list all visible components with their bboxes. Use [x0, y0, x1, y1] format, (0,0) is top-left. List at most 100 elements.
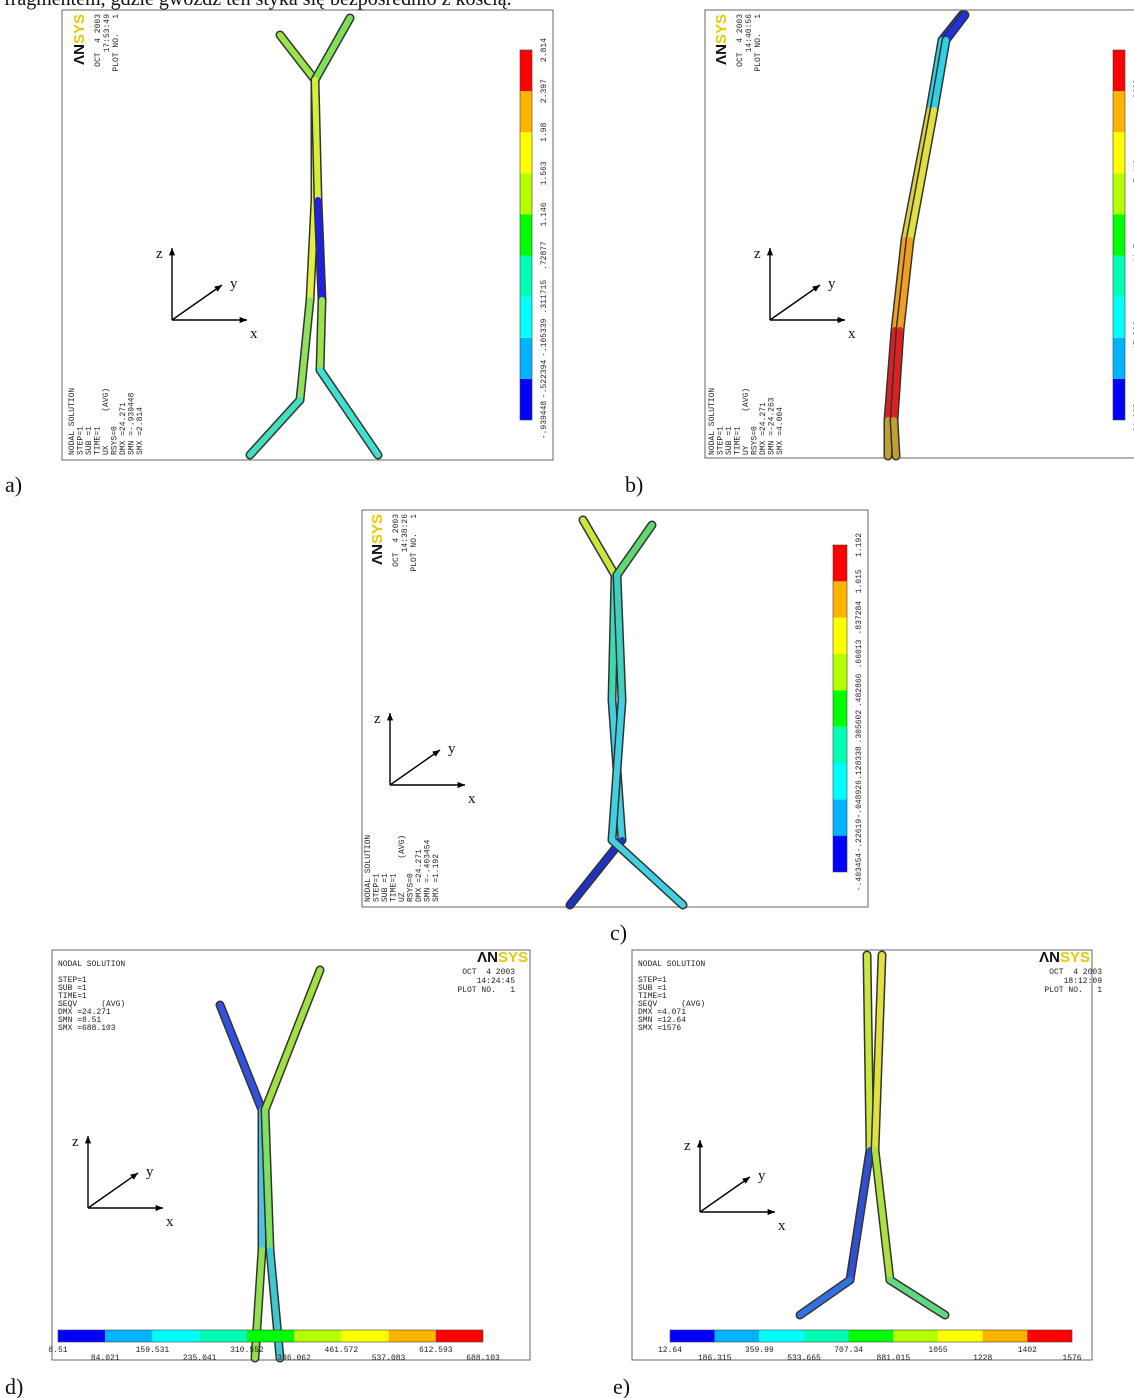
logo-part: ΛN [713, 44, 730, 65]
colorbar-label: 1576 [1062, 1354, 1081, 1363]
axis-label: y [828, 276, 836, 292]
colorbar-label: 1.563 [540, 161, 549, 185]
colorbar-segment [833, 835, 847, 872]
colorbar-label: 1228 [973, 1354, 992, 1363]
solution-info: STEP=1 [638, 976, 667, 985]
colorbar-label: 186.315 [698, 1354, 732, 1363]
solution-info: TIME=1 [58, 992, 87, 1001]
figure-panel: ΛNSYS OCT 4 2003 14:38:26 PLOT NO. 1 NODAL S… [361, 509, 869, 945]
solution-info: SUB =1 [58, 984, 87, 993]
solution-info: DMX =24.271 [759, 402, 768, 455]
top-text: fragmentem, gdzie gwóźdź ten styka się b… [4, 0, 512, 10]
plot-date: PLOT NO. 1 [754, 14, 763, 72]
ansys-logo: ΛNSYS [713, 14, 730, 65]
colorbar-frame [1112, 49, 1126, 421]
beam-segment [847, 1147, 873, 1283]
colorbar-segment [833, 690, 847, 727]
ansys-logo: ΛNSYS [1039, 949, 1090, 966]
panel-label: c) [610, 920, 627, 945]
colorbar-label: .72877 [540, 241, 549, 270]
axis-label: x [250, 326, 258, 342]
colorbar-label: 688.103 [466, 1354, 500, 1363]
logo-part: SYS [1060, 949, 1090, 966]
solution-info: NODAL SOLUTION [364, 835, 373, 902]
colorbar-frame [57, 1329, 484, 1343]
solution-info: STEP=1 [58, 976, 87, 985]
solution-info: SMX =2.814 [136, 407, 145, 455]
colorbar-segment [833, 545, 847, 582]
colorbar-label: 2.814 [540, 38, 549, 62]
arrow-head [767, 1208, 775, 1216]
colorbar-segment [105, 1330, 153, 1342]
colorbar-label: 12.64 [658, 1346, 682, 1355]
beam-segment [609, 837, 686, 908]
beam-segment [567, 837, 625, 908]
solution-info: DMX =24.271 [415, 849, 424, 902]
beam-segment [614, 572, 625, 703]
colorbar-label: 8.51 [48, 1346, 67, 1355]
solution-info: NODAL SOLUTION [708, 388, 717, 455]
solution-info: SUB =1 [85, 426, 94, 455]
plot-date: OCT 4 2003 [392, 514, 401, 567]
colorbar-label: 386.062 [277, 1354, 311, 1363]
colorbar-segment [1113, 50, 1125, 92]
plot-date: OCT 4 2003 [736, 14, 745, 67]
plot-date: 14:40:56 [745, 14, 754, 53]
solution-info: TIME=1 [638, 992, 667, 1001]
solution-info: STEP=1 [77, 426, 86, 455]
beam-segment [891, 327, 903, 423]
arrow-head [837, 316, 845, 324]
solution-info: SMX =688.103 [58, 1024, 116, 1033]
beam-segment [317, 367, 381, 458]
beam-segment [931, 37, 949, 113]
axis-label: y [448, 741, 456, 757]
beam-segment [885, 327, 898, 423]
plot-date: OCT 4 2003 [94, 14, 103, 67]
arrow-head [812, 285, 820, 292]
solution-info: TIME=1 [734, 426, 743, 455]
solution-info: SEQV (AVG) [638, 1000, 705, 1009]
arrow-head [84, 1136, 92, 1144]
logo-part: SYS [369, 514, 386, 544]
colorbar-segment [520, 378, 532, 420]
axis-label: x [778, 1218, 786, 1234]
logo-part: SYS [71, 14, 88, 44]
colorbar-label: 1.98 [540, 122, 549, 141]
beam-segment [887, 1277, 948, 1318]
solution-info: TIME=1 [94, 426, 103, 455]
colorbar-segment [1113, 173, 1125, 215]
colorbar-segment [833, 799, 847, 836]
colorbar-segment [833, 581, 847, 618]
arrow-head [130, 1173, 138, 1180]
colorbar-segment [520, 132, 532, 174]
colorbar-segment [246, 1330, 295, 1342]
colorbar-label: -.048926 [855, 780, 864, 819]
colorbar-label: 2.397 [540, 79, 549, 103]
colorbar-label: 235.041 [183, 1354, 217, 1363]
arrow-head [432, 750, 440, 757]
colorbar-label: .128338 [855, 746, 864, 780]
beam-segment [277, 32, 318, 83]
colorbar-label: 533.665 [787, 1354, 821, 1363]
colorbar-segment [520, 214, 532, 256]
axis-arrow [769, 284, 821, 321]
axis-label: x [166, 1214, 174, 1230]
ansys-logo: ΛNSYS [71, 14, 88, 65]
colorbar-segment [520, 50, 532, 92]
logo-part: ΛN [477, 949, 498, 966]
figure-panel: ΛNSYS OCT 4 2003 17:53:49 PLOT NO. 1 NODAL S… [5, 9, 554, 497]
colorbar-segment [714, 1330, 760, 1342]
panel-frame [51, 949, 531, 1361]
panel-label: d) [5, 1374, 23, 1398]
axis-label: x [848, 326, 856, 342]
colorbar-segment [152, 1330, 200, 1342]
axis-arrow [171, 284, 223, 321]
beam-segment [872, 1147, 893, 1283]
colorbar-segment [833, 654, 847, 691]
beam-segment [580, 517, 618, 578]
arrow-head [155, 1204, 163, 1212]
ansys-logo: ΛNSYS [477, 949, 528, 966]
beam-segment [217, 1002, 265, 1113]
beam-segment [907, 107, 937, 243]
